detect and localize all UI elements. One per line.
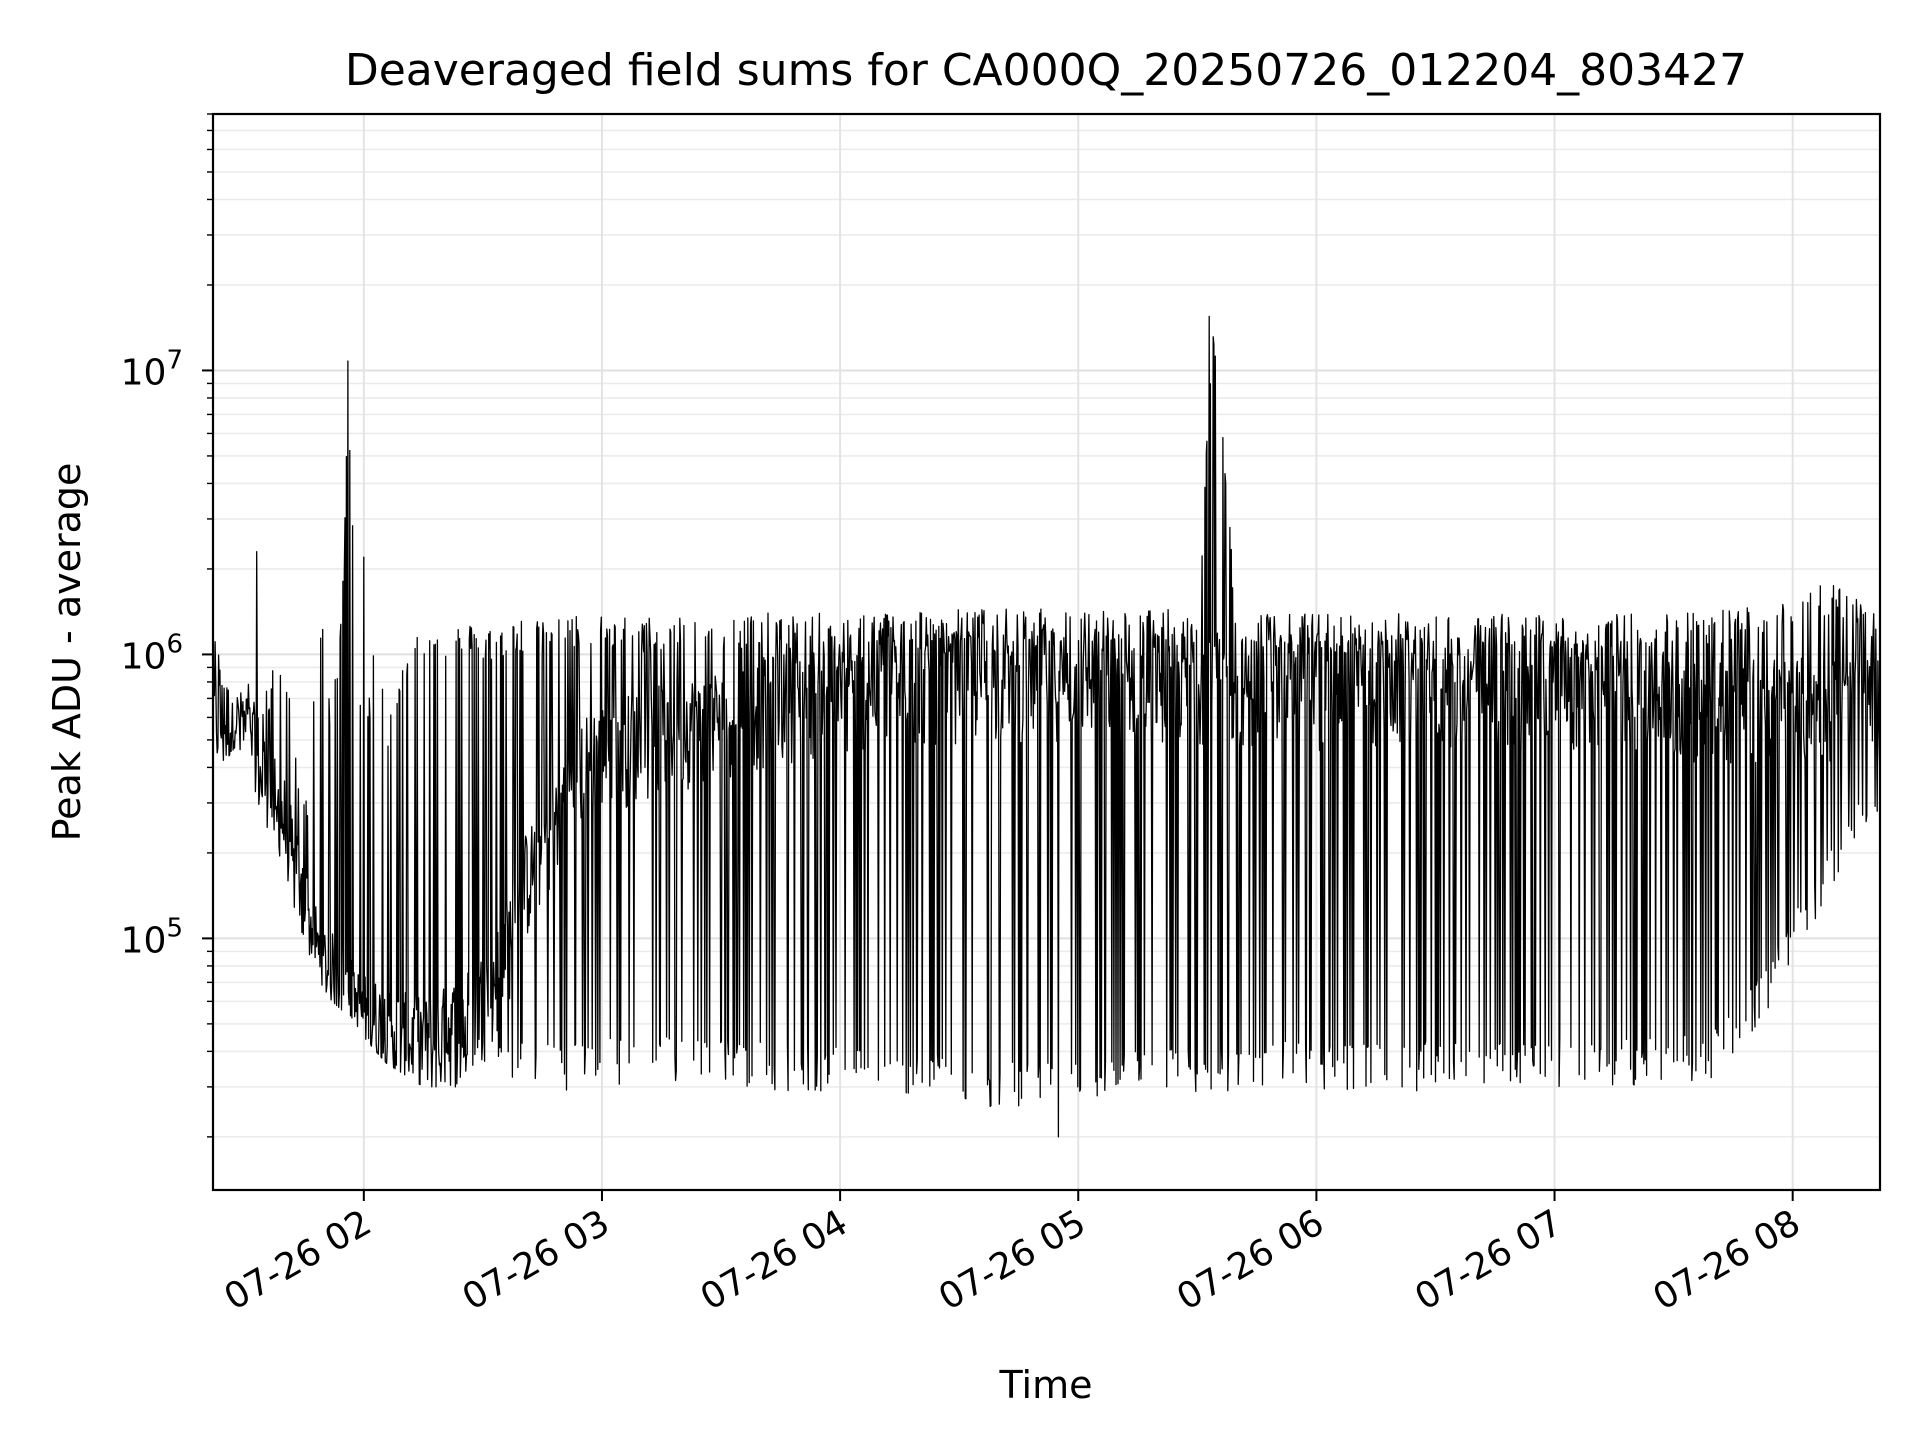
x-tick-label: 07-26 05 [932,1202,1093,1318]
chart-title: Deaveraged field sums for CA000Q_2025072… [345,45,1747,96]
x-tick-label: 07-26 07 [1408,1202,1569,1318]
y-axis-label: Peak ADU - average [45,463,89,842]
x-tick-label: 07-26 08 [1647,1202,1808,1318]
plot-frame [211,112,1882,1192]
x-tick-label: 07-26 02 [218,1202,379,1318]
x-tick-label: 07-26 06 [1170,1202,1331,1318]
y-tick-label: 107 [121,345,183,393]
y-axis: 105 106 107 [121,113,213,1138]
y-tick-label: 105 [121,913,183,961]
x-tick-label: 07-26 03 [456,1202,617,1318]
x-axis: 07-26 02 07-26 03 07-26 04 07-26 05 07-26 06… [218,1190,1808,1319]
series-path [212,315,1881,1138]
x-axis-label: Time [999,1363,1093,1407]
y-tick-label: 106 [121,629,183,677]
series-line [212,315,1881,1138]
x-tick-label: 07-26 04 [694,1202,855,1318]
